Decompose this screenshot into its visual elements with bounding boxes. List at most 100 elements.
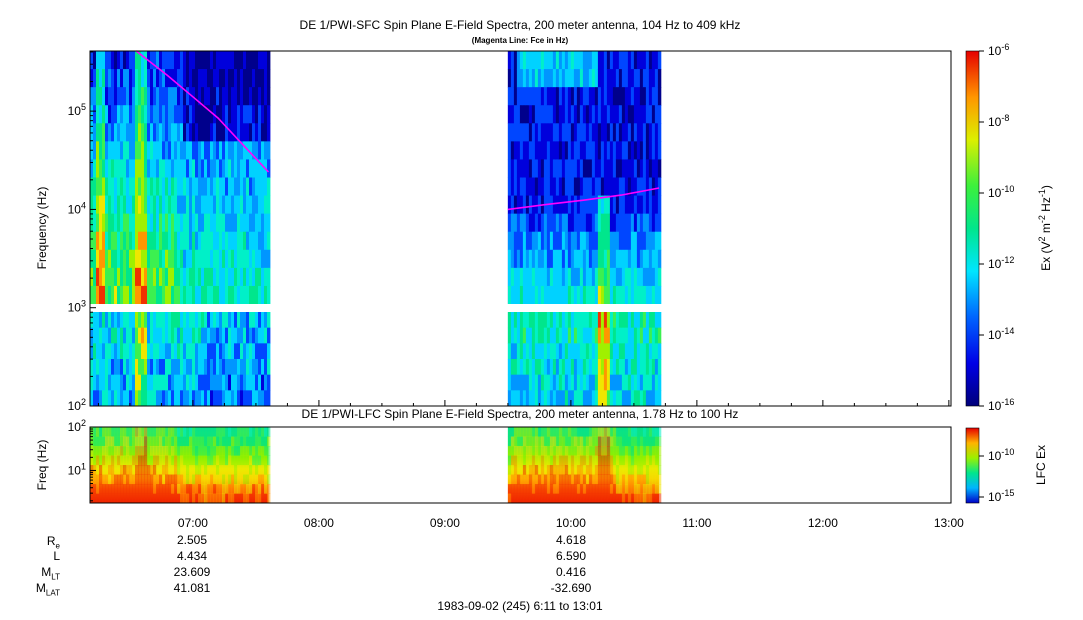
sfc-high-cell xyxy=(159,177,163,197)
sfc-high-cell xyxy=(567,249,572,269)
sfc-low-cell xyxy=(522,359,527,376)
lfc-cell xyxy=(168,484,172,494)
sfc-high-cell xyxy=(582,123,587,142)
lfc-cell xyxy=(600,446,605,456)
sfc-low-cell xyxy=(600,390,605,406)
sfc-high-cell xyxy=(141,231,145,251)
sfc-high-cell xyxy=(165,159,169,178)
sfc-low-cell xyxy=(216,359,220,376)
sfc-high-cell xyxy=(588,87,593,106)
sfc-high-cell xyxy=(195,141,199,160)
sfc-high-cell xyxy=(597,267,602,287)
lfc-cell xyxy=(228,427,232,437)
sfc-high-cell xyxy=(186,267,190,287)
sfc-high-cell xyxy=(603,87,608,106)
sfc-high-cell xyxy=(210,105,214,124)
sfc-high-cell xyxy=(615,249,620,269)
sfc-high-cell xyxy=(135,123,139,142)
sfc-low-cell xyxy=(183,359,187,376)
sfc-high-cell xyxy=(585,195,590,215)
sfc-high-cell xyxy=(180,231,184,251)
sfc-high-cell xyxy=(633,231,638,251)
sfc-high-cell xyxy=(534,267,539,287)
sfc-high-cell xyxy=(654,69,659,88)
sfc-high-cell xyxy=(507,51,512,70)
lfc-cell xyxy=(570,427,575,437)
sfc-high-cell xyxy=(561,123,566,142)
sfc-colorbar-label: Ex (V2 m-2 Hz-1) xyxy=(1037,185,1053,271)
sfc-low-cell xyxy=(648,327,653,344)
sfc-high-cell xyxy=(132,267,136,287)
lfc-cell xyxy=(102,436,106,447)
sfc-high-cell xyxy=(117,231,121,251)
sfc-high-cell xyxy=(645,177,650,197)
sfc-high-cell xyxy=(267,123,271,142)
sfc-high-cell xyxy=(510,69,515,88)
lfc-cell xyxy=(234,436,238,447)
sfc-low-cell xyxy=(519,312,524,329)
sfc-high-cell xyxy=(174,177,178,197)
sfc-high-cell xyxy=(180,51,184,70)
sfc-high-cell xyxy=(231,267,235,287)
sfc-high-cell xyxy=(216,87,220,106)
lfc-cell xyxy=(267,484,271,494)
sfc-high-cell xyxy=(204,213,208,233)
sfc-low-cell xyxy=(243,390,247,406)
lfc-cell xyxy=(90,484,94,494)
sfc-low-cell xyxy=(522,312,527,329)
sfc-high-cell xyxy=(165,285,169,304)
sfc-high-cell xyxy=(603,105,608,124)
sfc-high-cell xyxy=(216,213,220,233)
sfc-high-cell xyxy=(147,105,151,124)
sfc-high-cell xyxy=(126,249,130,269)
sfc-high-cell xyxy=(153,177,157,197)
sfc-low-cell xyxy=(243,327,247,344)
lfc-cell xyxy=(606,493,611,504)
sfc-high-cell xyxy=(597,141,602,160)
lfc-cell xyxy=(615,427,620,437)
lfc-cell xyxy=(627,455,632,466)
sfc-high-cell xyxy=(201,105,205,124)
lfc-cell xyxy=(528,493,533,504)
sfc-high-cell xyxy=(267,267,271,287)
sfc-high-cell xyxy=(567,69,572,88)
lfc-cell xyxy=(171,465,175,475)
sfc-high-cell xyxy=(150,51,154,70)
sfc-high-cell xyxy=(267,249,271,269)
lfc-cell xyxy=(573,436,578,447)
sfc-high-cell xyxy=(594,159,599,178)
sfc-high-cell xyxy=(117,213,121,233)
sfc-high-cell xyxy=(645,231,650,251)
lfc-cell xyxy=(543,465,548,475)
lfc-cell xyxy=(132,455,136,466)
sfc-high-cell xyxy=(120,87,124,106)
lfc-cell xyxy=(138,436,142,447)
sfc-high-cell xyxy=(93,249,97,269)
sfc-high-cell xyxy=(261,159,265,178)
sfc-low-cell xyxy=(570,312,575,329)
sfc-high-cell xyxy=(108,249,112,269)
lfc-cell xyxy=(192,455,196,466)
sfc-high-cell xyxy=(600,231,605,251)
sfc-high-cell xyxy=(648,195,653,215)
sfc-high-cell xyxy=(234,159,238,178)
sfc-low-cell xyxy=(159,327,163,344)
lfc-cell xyxy=(606,474,611,485)
sfc-high-cell xyxy=(222,213,226,233)
sfc-high-cell xyxy=(195,87,199,106)
sfc-high-cell xyxy=(609,267,614,287)
sfc-high-cell xyxy=(147,69,151,88)
sfc-high-cell xyxy=(261,249,265,269)
lfc-cell xyxy=(627,446,632,456)
lfc-cell xyxy=(219,493,223,504)
sfc-high-cell xyxy=(558,105,563,124)
sfc-high-cell xyxy=(210,141,214,160)
sfc-high-cell xyxy=(630,285,635,304)
sfc-high-cell xyxy=(642,159,647,178)
sfc-high-cell xyxy=(621,123,626,142)
sfc-low-cell xyxy=(567,374,572,391)
sfc-high-cell xyxy=(537,141,542,160)
sfc-high-cell xyxy=(102,87,106,106)
sfc-high-cell xyxy=(237,177,241,197)
lfc-cell xyxy=(243,465,247,475)
